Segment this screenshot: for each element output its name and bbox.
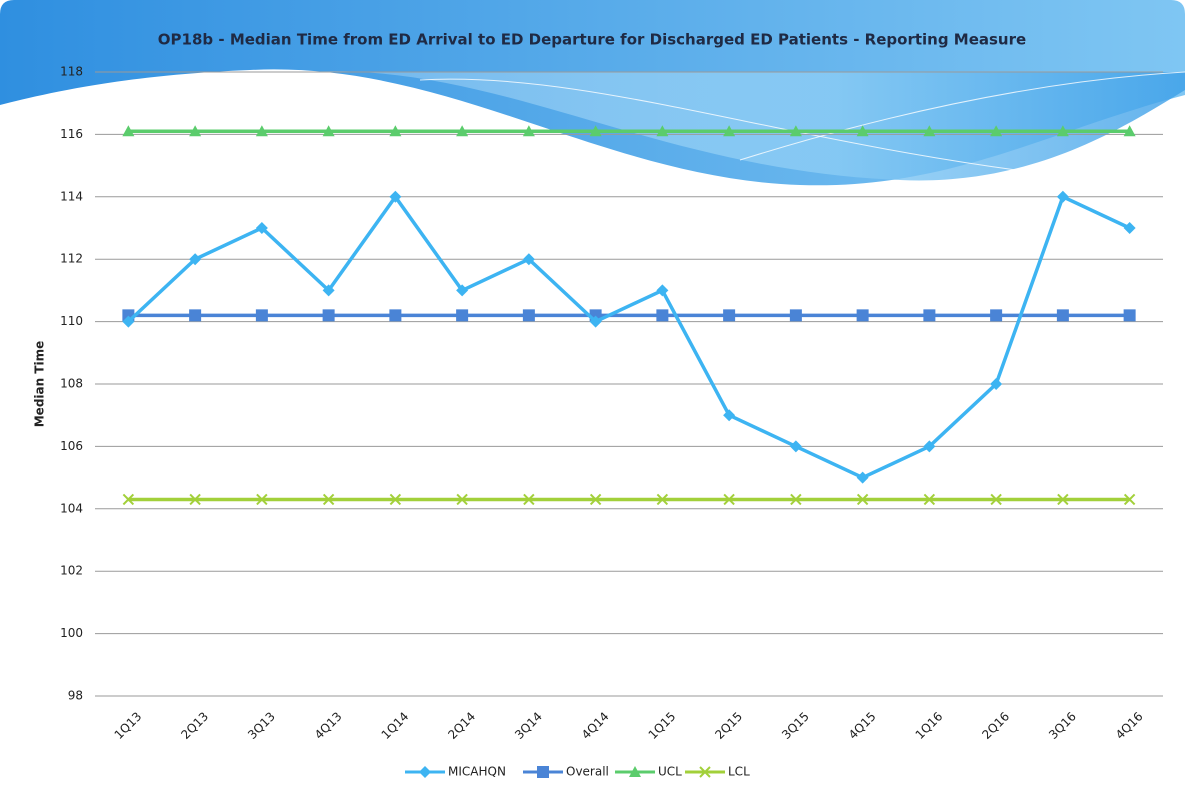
data-point xyxy=(389,309,401,321)
data-point xyxy=(857,309,869,321)
chart-title: OP18b - Median Time from ED Arrival to E… xyxy=(158,31,1026,49)
data-point xyxy=(1124,309,1136,321)
y-tick-label: 114 xyxy=(60,189,83,203)
legend-label: LCL xyxy=(728,765,750,779)
legend-label: Overall xyxy=(566,765,609,779)
data-point xyxy=(656,309,668,321)
y-tick-label: 102 xyxy=(60,564,83,578)
data-point xyxy=(1057,309,1069,321)
data-point xyxy=(723,309,735,321)
y-tick-label: 110 xyxy=(60,314,83,328)
y-tick-label: 118 xyxy=(60,65,83,79)
data-point xyxy=(990,309,1002,321)
y-axis-title: Median Time xyxy=(33,341,47,428)
y-tick-label: 98 xyxy=(68,689,83,703)
data-point xyxy=(189,309,201,321)
legend-marker xyxy=(537,766,549,778)
y-tick-label: 100 xyxy=(60,626,83,640)
chart: OP18b - Median Time from ED Arrival to E… xyxy=(0,0,1185,788)
y-tick-label: 106 xyxy=(60,439,83,453)
legend-label: UCL xyxy=(658,765,682,779)
y-tick-label: 116 xyxy=(60,127,83,141)
legend-label: MICAHQN xyxy=(448,765,506,779)
data-point xyxy=(456,309,468,321)
data-point xyxy=(256,309,268,321)
y-tick-label: 108 xyxy=(60,377,83,391)
data-point xyxy=(790,309,802,321)
data-point xyxy=(923,309,935,321)
data-point xyxy=(523,309,535,321)
y-tick-label: 104 xyxy=(60,501,83,515)
data-point xyxy=(323,309,335,321)
y-tick-label: 112 xyxy=(60,252,83,266)
